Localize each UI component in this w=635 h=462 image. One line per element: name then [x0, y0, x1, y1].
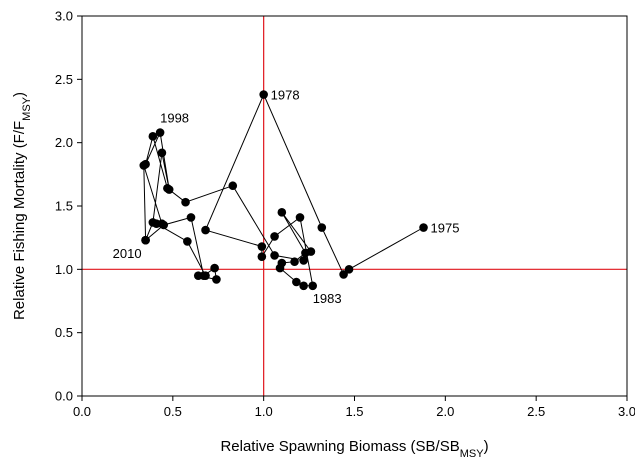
- x-axis-label-main: Relative Spawning Biomass (SB/SB: [220, 438, 459, 455]
- data-point: [257, 242, 267, 251]
- data-point: [339, 270, 348, 279]
- y-tick-label: 1.0: [55, 262, 73, 277]
- data-point: [419, 223, 428, 232]
- data-point: [157, 148, 167, 158]
- data-point: [295, 213, 305, 222]
- y-axis-label-subscript: MSY: [21, 96, 33, 121]
- y-axis-label-tail: ): [11, 92, 28, 97]
- data-point: [308, 281, 318, 291]
- data-point: [299, 281, 308, 291]
- y-tick-label: 3.0: [55, 9, 73, 24]
- data-point: [164, 185, 174, 194]
- year-annotation: 2010: [113, 246, 142, 261]
- y-tick-label: 2.5: [55, 72, 73, 87]
- data-point: [270, 251, 279, 260]
- data-point: [292, 277, 301, 287]
- data-point: [212, 275, 221, 284]
- x-tick-label: 1.5: [345, 404, 363, 419]
- y-tick-label: 0.5: [55, 325, 73, 340]
- x-axis-label-tail: ): [484, 438, 489, 455]
- data-point: [270, 232, 279, 241]
- x-tick-label: 3.0: [618, 404, 635, 419]
- data-point: [183, 237, 192, 246]
- y-axis-label: Relative Fishing Mortality (F/FMSY): [11, 92, 33, 320]
- data-point: [228, 181, 238, 191]
- data-point: [290, 257, 299, 267]
- plot-area-frame: [81, 15, 628, 397]
- data-point: [155, 128, 165, 137]
- data-point: [259, 90, 268, 99]
- data-point: [186, 213, 196, 222]
- x-axis-label: Relative Spawning Biomass (SB/SBMSY): [220, 438, 488, 460]
- data-point: [277, 258, 287, 268]
- data-point: [141, 235, 150, 245]
- data-point: [139, 161, 149, 170]
- data-point: [344, 265, 354, 274]
- data-point: [277, 208, 287, 217]
- y-tick-label: 1.5: [55, 199, 73, 214]
- year-annotation: 1983: [313, 291, 342, 306]
- x-tick-label: 2.5: [527, 404, 545, 419]
- x-axis-label-subscript: MSY: [460, 448, 485, 460]
- data-point: [201, 225, 210, 235]
- data-point: [199, 271, 209, 280]
- x-tick-label: 1.0: [255, 404, 273, 419]
- data-point: [257, 252, 267, 261]
- data-point: [317, 223, 327, 232]
- data-point: [181, 197, 190, 207]
- y-axis-label-main: Relative Fishing Mortality (F/F: [11, 121, 28, 320]
- year-annotation: 1998: [160, 111, 189, 126]
- y-tick-label: 2.0: [55, 135, 73, 150]
- year-annotation: 1975: [431, 221, 460, 236]
- x-tick-label: 0.0: [73, 404, 91, 419]
- data-point: [152, 219, 161, 229]
- data-point: [159, 220, 169, 230]
- data-point: [210, 263, 219, 273]
- year-annotation: 1978: [271, 88, 300, 103]
- data-point: [148, 132, 158, 141]
- x-tick-label: 2.0: [436, 404, 454, 419]
- y-tick-label: 0.0: [55, 389, 73, 404]
- data-point: [306, 247, 316, 256]
- x-tick-label: 0.5: [164, 404, 182, 419]
- data-point: [299, 256, 308, 265]
